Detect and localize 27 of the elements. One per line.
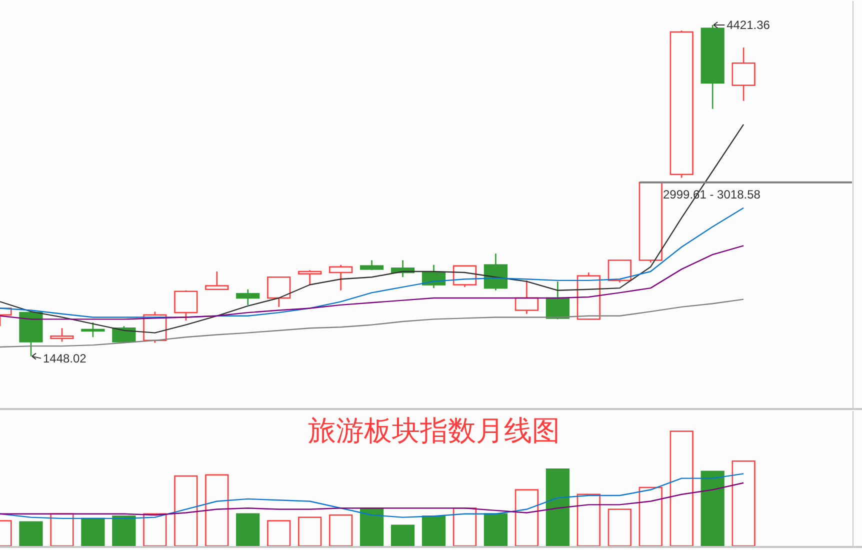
bar xyxy=(514,489,538,546)
annotation: 1448.02 xyxy=(42,351,87,366)
bar xyxy=(360,507,384,546)
bar xyxy=(112,516,136,546)
bar xyxy=(174,475,198,546)
bar xyxy=(546,468,570,546)
chart-title: 旅游板块指数月线图 xyxy=(308,415,560,446)
bar xyxy=(50,513,74,546)
bar xyxy=(484,513,508,546)
bar xyxy=(81,518,105,546)
bar xyxy=(143,513,167,546)
annotation: 4421.36 xyxy=(726,18,770,32)
bar xyxy=(670,430,694,546)
bar xyxy=(19,521,43,546)
bar xyxy=(638,486,662,546)
bar xyxy=(452,507,477,546)
bar xyxy=(608,508,632,546)
bar xyxy=(422,516,446,546)
bar xyxy=(732,460,756,546)
bar xyxy=(700,470,724,546)
bar xyxy=(390,524,415,546)
bar xyxy=(267,520,291,546)
bar xyxy=(328,514,353,546)
bar xyxy=(236,513,260,546)
bar xyxy=(298,516,322,546)
bar xyxy=(205,474,229,546)
bar xyxy=(576,494,600,546)
